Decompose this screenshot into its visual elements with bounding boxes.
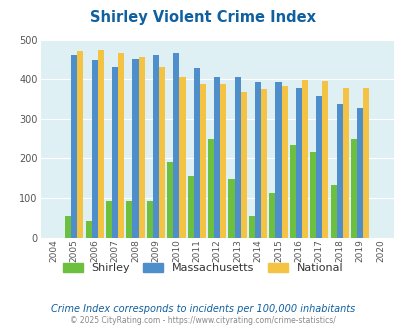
Bar bbox=[207, 139, 213, 238]
Bar bbox=[260, 89, 266, 238]
Bar bbox=[173, 53, 179, 238]
Bar bbox=[126, 201, 132, 238]
Bar bbox=[240, 92, 246, 238]
Bar bbox=[220, 84, 226, 238]
Bar bbox=[187, 176, 193, 238]
Bar bbox=[147, 201, 153, 238]
Text: Crime Index corresponds to incidents per 100,000 inhabitants: Crime Index corresponds to incidents per… bbox=[51, 304, 354, 314]
Bar bbox=[356, 108, 362, 238]
Bar bbox=[132, 59, 138, 238]
Bar bbox=[106, 201, 112, 238]
Bar bbox=[275, 82, 281, 238]
Bar bbox=[228, 179, 234, 238]
Bar bbox=[167, 162, 173, 238]
Bar bbox=[254, 82, 260, 238]
Bar bbox=[85, 221, 92, 238]
Bar bbox=[153, 55, 159, 238]
Bar bbox=[301, 81, 307, 238]
Bar bbox=[248, 216, 254, 238]
Bar bbox=[269, 193, 275, 238]
Bar bbox=[77, 51, 83, 238]
Bar bbox=[234, 77, 240, 238]
Bar bbox=[295, 88, 301, 238]
Bar bbox=[159, 67, 165, 238]
Bar bbox=[65, 216, 71, 238]
Bar bbox=[199, 84, 205, 238]
Bar bbox=[118, 53, 124, 238]
Bar bbox=[281, 86, 287, 238]
Bar bbox=[315, 96, 322, 238]
Bar bbox=[362, 87, 369, 238]
Bar bbox=[92, 60, 98, 238]
Bar bbox=[336, 104, 342, 238]
Bar bbox=[138, 57, 144, 238]
Bar bbox=[112, 67, 118, 238]
Bar bbox=[213, 77, 220, 238]
Bar bbox=[71, 55, 77, 238]
Bar bbox=[193, 68, 199, 238]
Bar bbox=[330, 185, 336, 238]
Bar bbox=[342, 87, 348, 238]
Text: © 2025 CityRating.com - https://www.cityrating.com/crime-statistics/: © 2025 CityRating.com - https://www.city… bbox=[70, 316, 335, 325]
Bar bbox=[98, 50, 104, 238]
Bar bbox=[289, 145, 295, 238]
Bar bbox=[322, 81, 328, 238]
Legend: Shirley, Massachusetts, National: Shirley, Massachusetts, National bbox=[62, 263, 343, 273]
Text: Shirley Violent Crime Index: Shirley Violent Crime Index bbox=[90, 10, 315, 25]
Bar bbox=[350, 139, 356, 238]
Bar bbox=[309, 152, 315, 238]
Bar bbox=[179, 77, 185, 238]
